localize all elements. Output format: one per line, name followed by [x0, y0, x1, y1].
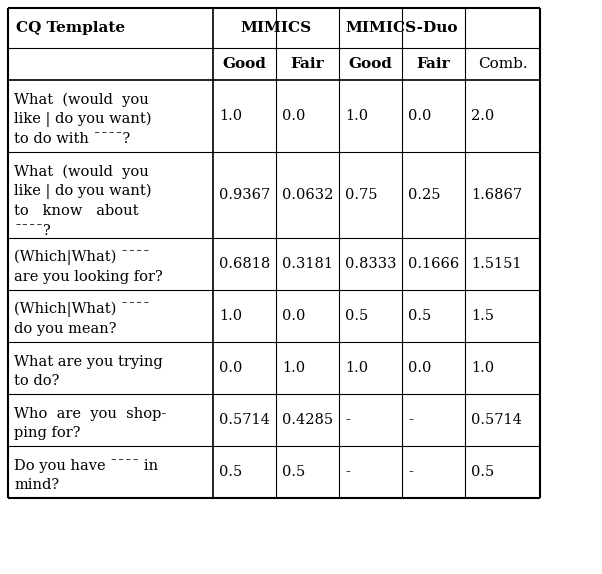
Text: CQ Template: CQ Template: [16, 21, 125, 35]
Text: 0.4285: 0.4285: [282, 413, 333, 427]
Text: 0.5: 0.5: [471, 465, 494, 479]
Text: Who  are  you  shop-: Who are you shop-: [14, 407, 166, 421]
Text: 1.5151: 1.5151: [471, 257, 521, 271]
Text: 0.0: 0.0: [408, 109, 432, 123]
Text: 0.0: 0.0: [408, 361, 432, 375]
Text: to do?: to do?: [14, 374, 60, 389]
Text: 1.0: 1.0: [345, 109, 368, 123]
Text: to   know   about: to know about: [14, 204, 138, 218]
Text: What  (would  you: What (would you: [14, 92, 149, 107]
Text: 0.5: 0.5: [345, 309, 368, 323]
Text: 1.0: 1.0: [345, 361, 368, 375]
Text: Good: Good: [349, 57, 393, 71]
Text: MIMICS: MIMICS: [240, 21, 312, 35]
Text: like | do you want): like | do you want): [14, 184, 152, 199]
Text: -: -: [408, 413, 413, 427]
Text: Good: Good: [223, 57, 267, 71]
Text: 0.3181: 0.3181: [282, 257, 333, 271]
Text: do you mean?: do you mean?: [14, 323, 117, 336]
Text: 0.5: 0.5: [219, 465, 242, 479]
Text: Fair: Fair: [291, 57, 324, 71]
Text: What  (would  you: What (would you: [14, 165, 149, 179]
Text: 0.6818: 0.6818: [219, 257, 270, 271]
Text: 2.0: 2.0: [471, 109, 494, 123]
Text: MIMICS-Duo: MIMICS-Duo: [346, 21, 458, 35]
Text: 0.5: 0.5: [282, 465, 305, 479]
Text: 0.25: 0.25: [408, 188, 441, 202]
Text: mind?: mind?: [14, 479, 59, 492]
Text: -: -: [345, 465, 350, 479]
Text: 0.0: 0.0: [282, 109, 305, 123]
Text: Do you have ¯¯¯¯ in: Do you have ¯¯¯¯ in: [14, 459, 158, 473]
Text: 0.5714: 0.5714: [219, 413, 270, 427]
Text: 0.0: 0.0: [282, 309, 305, 323]
Text: 1.5: 1.5: [471, 309, 494, 323]
Text: 0.5714: 0.5714: [471, 413, 522, 427]
Text: 0.0: 0.0: [219, 361, 243, 375]
Text: 1.0: 1.0: [219, 309, 242, 323]
Text: 1.0: 1.0: [219, 109, 242, 123]
Text: 1.6867: 1.6867: [471, 188, 522, 202]
Text: 0.8333: 0.8333: [345, 257, 397, 271]
Text: to do with ¯¯¯¯?: to do with ¯¯¯¯?: [14, 132, 130, 146]
Text: ¯¯¯¯?: ¯¯¯¯?: [14, 224, 51, 238]
Text: (Which|What) ¯¯¯¯: (Which|What) ¯¯¯¯: [14, 250, 150, 266]
Text: Comb.: Comb.: [478, 57, 527, 71]
Text: 0.9367: 0.9367: [219, 188, 270, 202]
Text: 0.1666: 0.1666: [408, 257, 459, 271]
Text: ping for?: ping for?: [14, 426, 81, 440]
Text: like | do you want): like | do you want): [14, 112, 152, 127]
Text: are you looking for?: are you looking for?: [14, 270, 163, 285]
Text: What are you trying: What are you trying: [14, 355, 163, 369]
Text: 1.0: 1.0: [471, 361, 494, 375]
Text: -: -: [345, 413, 350, 427]
Text: 0.5: 0.5: [408, 309, 431, 323]
Text: 0.0632: 0.0632: [282, 188, 334, 202]
Text: 1.0: 1.0: [282, 361, 305, 375]
Text: -: -: [408, 465, 413, 479]
Text: (Which|What) ¯¯¯¯: (Which|What) ¯¯¯¯: [14, 302, 150, 317]
Text: Fair: Fair: [417, 57, 450, 71]
Text: 0.75: 0.75: [345, 188, 377, 202]
